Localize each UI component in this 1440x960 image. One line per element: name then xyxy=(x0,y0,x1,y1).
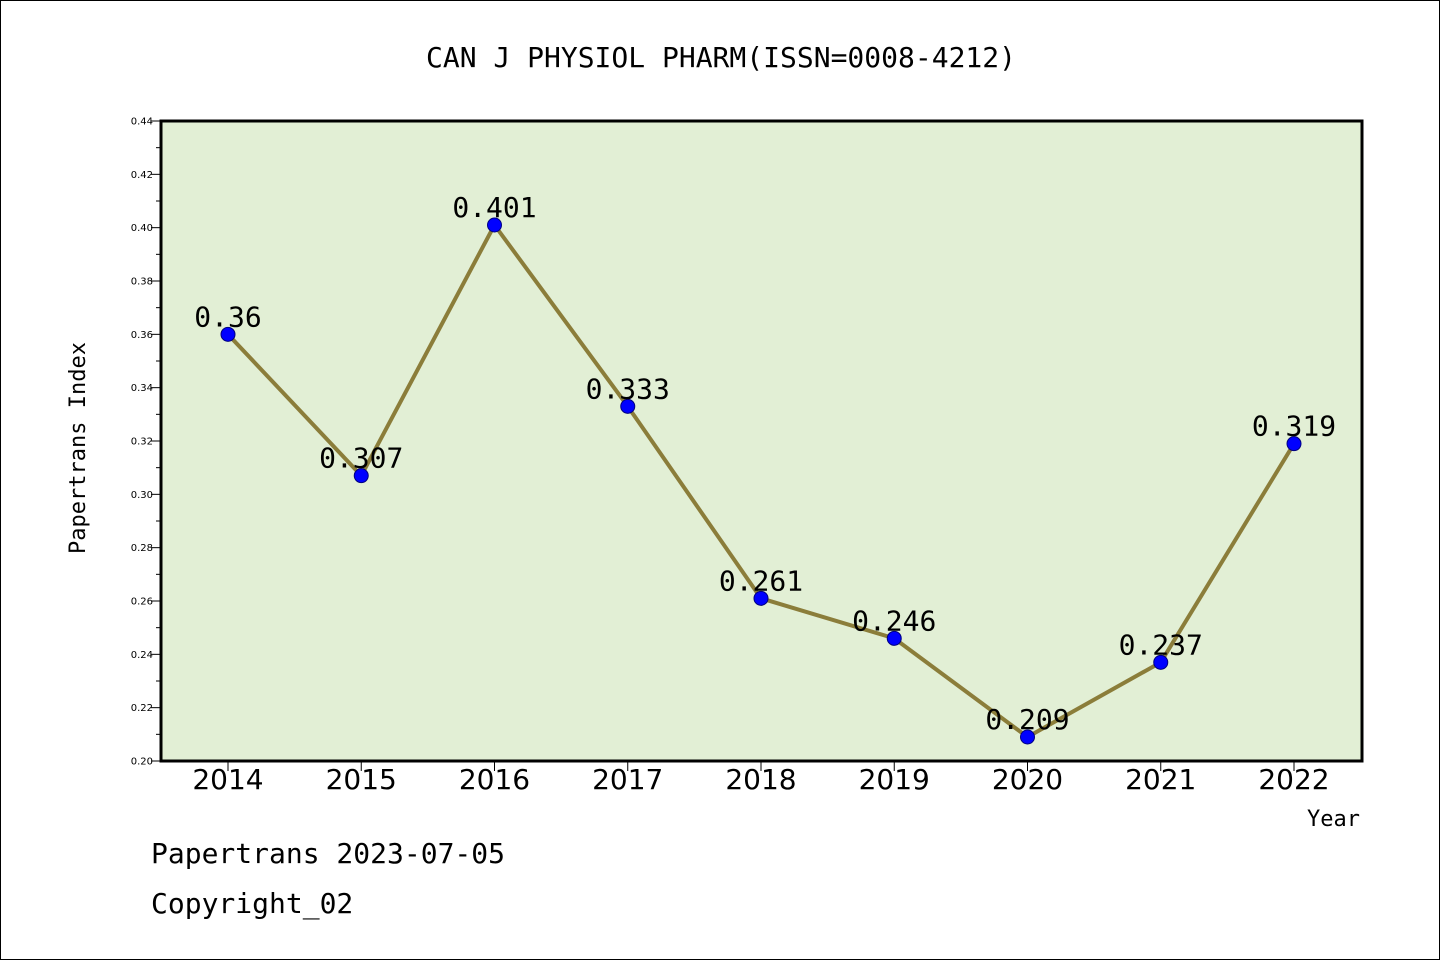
x-axis: 2014 2015 2016 2017 2018 2019 2020 2021 2022 xyxy=(192,761,1330,796)
x-tick-label: 2016 xyxy=(459,763,530,796)
x-tick-label: 2017 xyxy=(592,763,663,796)
footer-copyright-line: Copyright_02 xyxy=(151,887,354,920)
x-axis-label: Year xyxy=(1307,807,1360,832)
y-tick-label: 0.20 xyxy=(131,757,153,768)
markers-group xyxy=(220,217,1302,745)
plot-area xyxy=(159,119,1364,763)
data-point-marker xyxy=(220,326,236,342)
data-point-marker xyxy=(1286,436,1302,452)
y-tick-label: 0.44 xyxy=(131,117,153,128)
y-tick-label: 0.30 xyxy=(131,490,153,501)
y-tick-label: 0.22 xyxy=(131,703,153,714)
y-tick-label: 0.38 xyxy=(131,277,153,288)
data-point-marker xyxy=(487,217,502,233)
data-point-label: 0.319 xyxy=(1252,410,1336,443)
x-tick-label: 2020 xyxy=(992,763,1063,796)
y-axis-label: Papertrans Index xyxy=(66,342,91,554)
data-point-label: 0.237 xyxy=(1119,628,1203,661)
x-tick-label: 2015 xyxy=(326,763,397,796)
x-tick-label: 2018 xyxy=(725,763,796,796)
data-point-label: 0.333 xyxy=(586,372,670,405)
data-point-marker xyxy=(620,398,636,414)
data-point-marker xyxy=(753,590,769,606)
chart-title: CAN J PHYSIOL PHARM(ISSN=0008-4212) xyxy=(426,41,1016,74)
y-tick-label: 0.36 xyxy=(131,330,153,341)
data-point-label: 0.261 xyxy=(719,564,803,597)
y-tick-label: 0.34 xyxy=(131,383,153,394)
data-point-marker xyxy=(1153,654,1169,670)
y-tick-label: 0.26 xyxy=(131,597,153,608)
y-tick-label: 0.32 xyxy=(131,437,153,448)
data-point-label: 0.401 xyxy=(452,191,536,224)
y-tick-label: 0.28 xyxy=(131,543,153,554)
data-point-marker xyxy=(1020,729,1035,745)
x-tick-label: 2022 xyxy=(1258,763,1329,796)
y-tick-label: 0.40 xyxy=(131,223,153,234)
data-point-marker xyxy=(353,468,369,484)
data-point-label: 0.246 xyxy=(852,604,936,637)
data-labels-group: 0.36 0.307 0.401 0.333 0.261 0.246 0.209 0.237 0… xyxy=(194,191,1336,736)
data-point-marker xyxy=(886,630,902,646)
x-tick-label: 2021 xyxy=(1125,763,1196,796)
footer-date-line: Papertrans 2023-07-05 xyxy=(151,837,506,870)
x-tick-label: 2014 xyxy=(192,763,263,796)
y-tick-label: 0.24 xyxy=(131,650,153,661)
data-point-label: 0.209 xyxy=(985,703,1069,736)
y-axis: 0.20 0.22 0.24 0.26 0.28 0.30 0.32 0.34 0.36 0.38… xyxy=(131,117,161,768)
x-tick-label: 2019 xyxy=(859,763,930,796)
data-point-label: 0.36 xyxy=(194,300,261,333)
data-point-label: 0.307 xyxy=(319,442,403,475)
y-tick-label: 0.42 xyxy=(131,170,153,181)
